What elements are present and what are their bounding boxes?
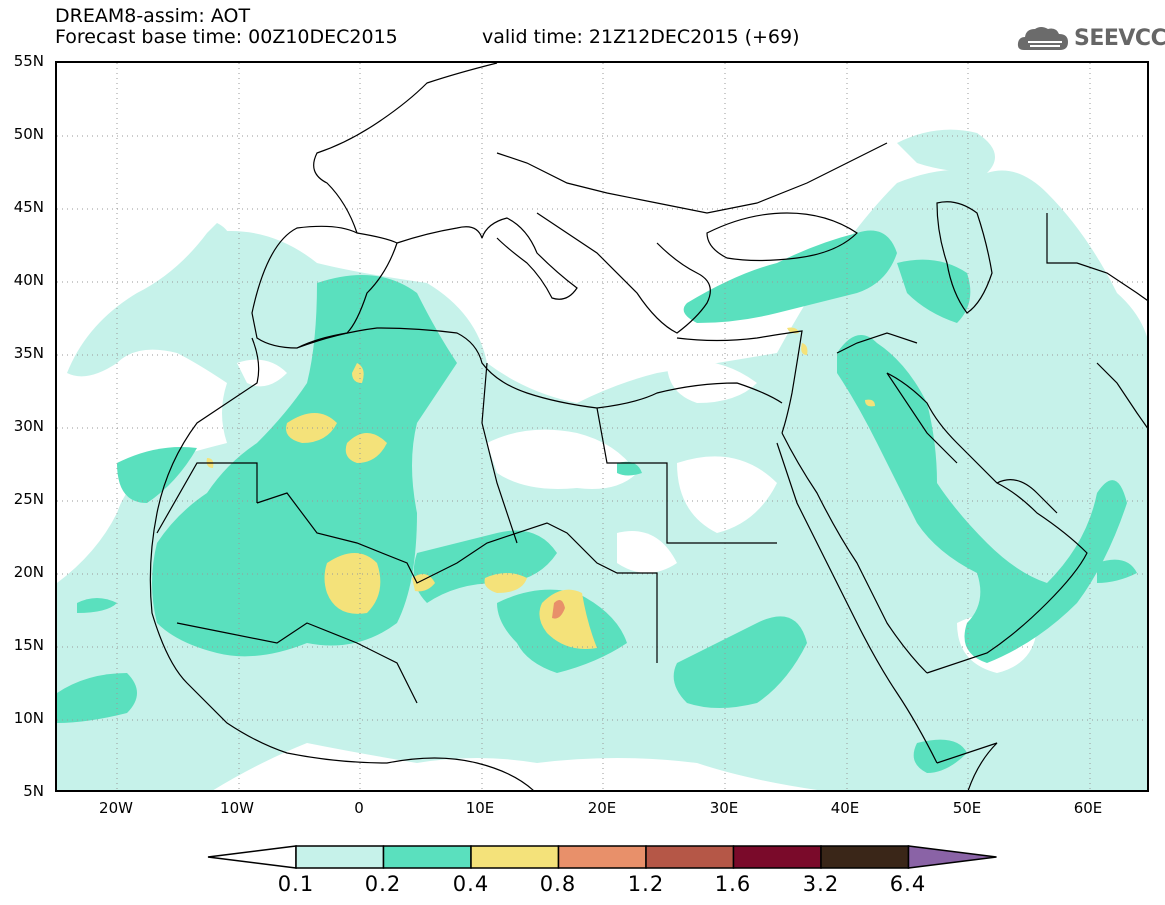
colorbar-label: 0.4 <box>452 872 490 896</box>
colorbar-label: 1.2 <box>627 872 665 896</box>
lat-label: 25N <box>13 490 44 508</box>
lon-label: 10W <box>220 799 254 817</box>
lat-label: 50N <box>13 125 44 143</box>
forecast-base-time: Forecast base time: 00Z10DEC2015 <box>55 26 398 48</box>
colorbar-swatch <box>557 845 647 869</box>
colorbar-swatch <box>295 845 385 869</box>
colorbar-label: 0.2 <box>364 872 402 896</box>
colorbar-label: 0.1 <box>277 872 315 896</box>
logo-text: SEEVCCC <box>1074 26 1165 51</box>
colorbar-swatch <box>470 845 560 869</box>
lat-label: 20N <box>13 563 44 581</box>
aot-field-0.8 <box>552 599 565 619</box>
colorbar-swatch <box>645 845 735 869</box>
lon-label: 20E <box>587 799 617 817</box>
colorbar <box>207 845 997 869</box>
colorbar-label: 1.6 <box>714 872 752 896</box>
coastlines <box>149 63 1147 790</box>
colorbar-swatch <box>382 845 472 869</box>
lat-label: 15N <box>13 636 44 654</box>
lat-label: 5N <box>23 782 44 800</box>
seevccc-logo: SEEVCCC <box>1016 22 1165 56</box>
graticule <box>57 63 1147 790</box>
valid-time: valid time: 21Z12DEC2015 (+69) <box>482 26 800 48</box>
lat-label: 10N <box>13 709 44 727</box>
colorbar-label: 0.8 <box>539 872 577 896</box>
colorbar-swatch <box>732 845 822 869</box>
lon-label: 60E <box>1073 799 1103 817</box>
lon-label: 0 <box>354 799 364 817</box>
map-title: DREAM8-assim: AOT <box>55 5 251 27</box>
cloud-icon <box>1017 27 1068 50</box>
colorbar-label: 3.2 <box>802 872 840 896</box>
lat-label: 35N <box>13 344 44 362</box>
lat-label: 40N <box>13 271 44 289</box>
lon-label: 30E <box>709 799 739 817</box>
lat-label: 55N <box>13 52 44 70</box>
lon-label: 10E <box>465 799 495 817</box>
colorbar-under-arrow <box>207 845 297 869</box>
lon-label: 40E <box>830 799 860 817</box>
lat-label: 45N <box>13 198 44 216</box>
lat-label: 30N <box>13 417 44 435</box>
lon-label: 50E <box>952 799 982 817</box>
aot-map <box>55 61 1149 792</box>
aot-field-0.4 <box>206 327 875 649</box>
aot-field-0.2 <box>57 230 1137 773</box>
colorbar-label: 6.4 <box>889 872 927 896</box>
colorbar-swatch <box>820 845 910 869</box>
colorbar-over-arrow <box>907 845 997 869</box>
lon-label: 20W <box>99 799 133 817</box>
